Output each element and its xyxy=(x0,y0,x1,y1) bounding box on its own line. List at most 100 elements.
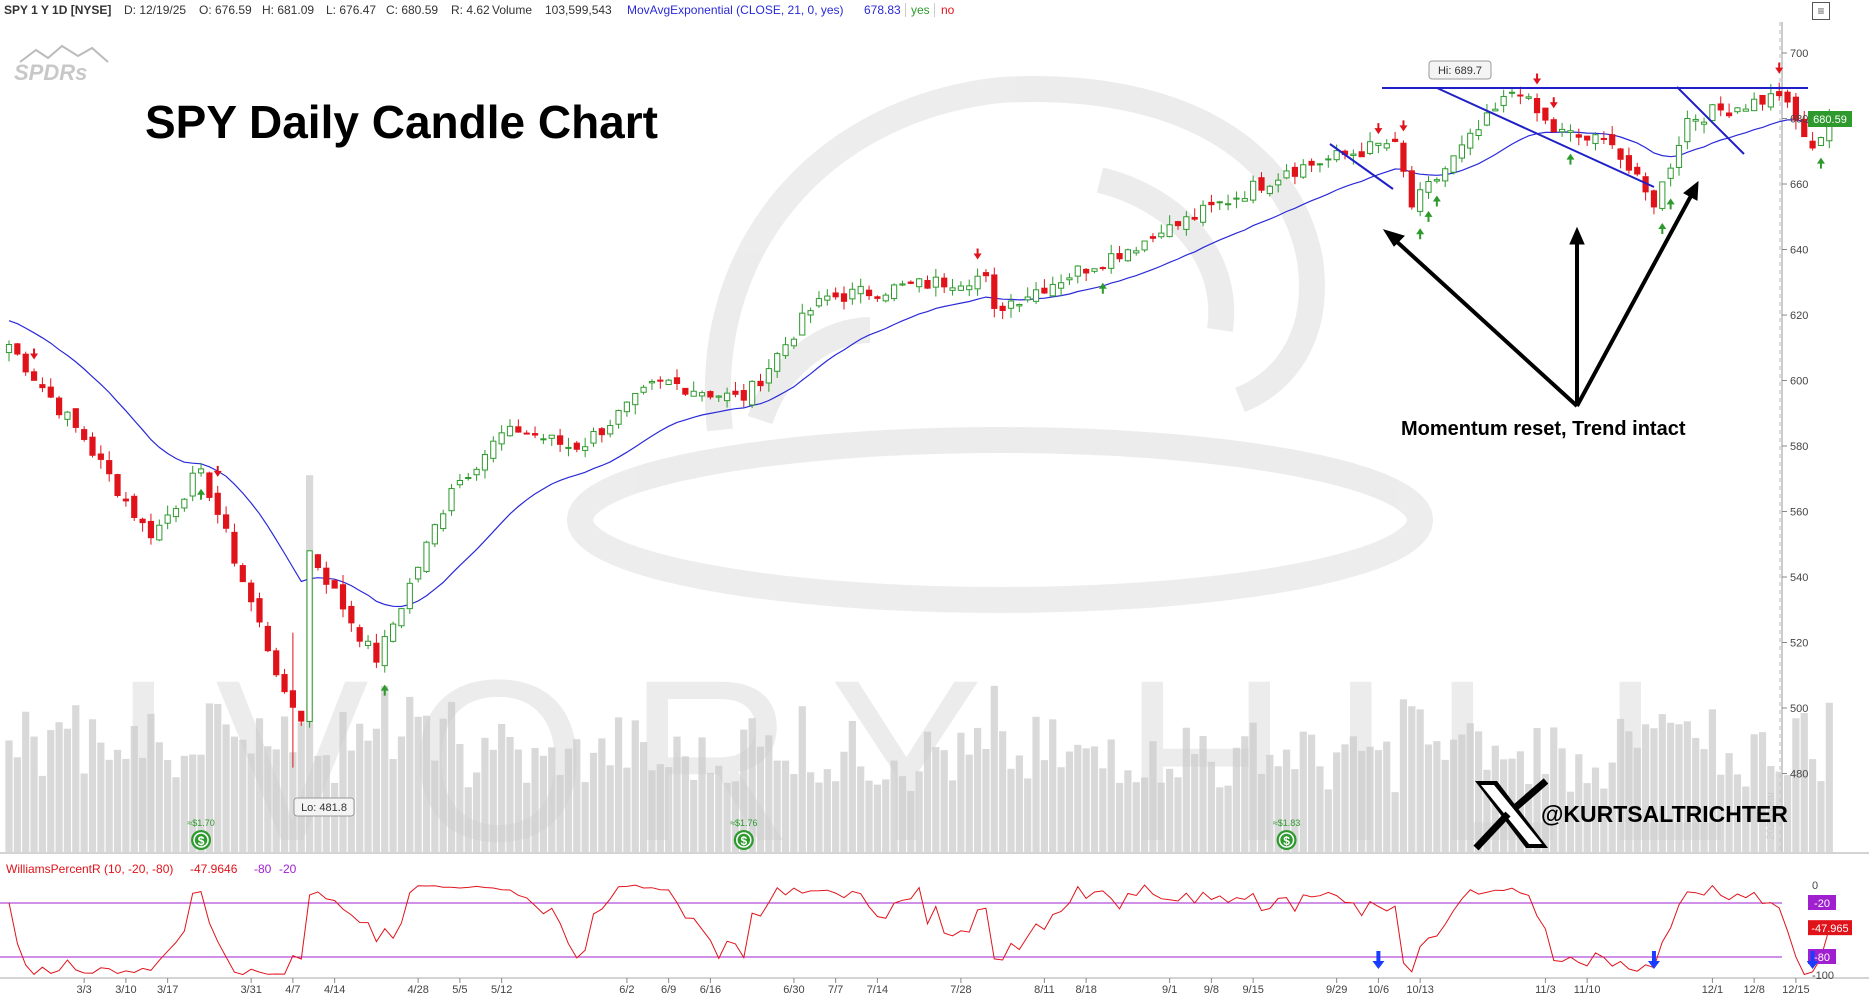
volume-bar xyxy=(840,751,848,852)
candle-body xyxy=(506,425,514,437)
candle xyxy=(14,342,21,356)
candle xyxy=(982,269,990,283)
candle xyxy=(1208,194,1215,213)
volume-bar xyxy=(698,737,706,852)
candle-body xyxy=(782,344,789,357)
volume-bar xyxy=(456,744,464,852)
volume-bar xyxy=(1742,786,1750,852)
dividend-symbol: $ xyxy=(740,834,747,848)
candle-body xyxy=(1625,155,1633,171)
candle-body xyxy=(1375,142,1382,146)
candle-body xyxy=(122,498,130,502)
volume-bar xyxy=(1065,751,1074,852)
volume-bar xyxy=(172,777,180,852)
volume-bar xyxy=(1199,735,1207,852)
candle xyxy=(824,289,831,306)
candle-body xyxy=(1617,148,1624,160)
wpr-tick-label: -100 xyxy=(1812,970,1834,982)
candle-body xyxy=(1049,283,1056,297)
candle xyxy=(999,302,1006,320)
ema-study-label[interactable]: MovAvgExponential (CLOSE, 21, 0, yes) xyxy=(627,3,844,17)
candle xyxy=(582,437,589,458)
drawing-tool-icon[interactable]: ≡ xyxy=(1812,2,1830,20)
candle-body xyxy=(339,584,347,610)
candle-body xyxy=(1300,164,1307,178)
volume-bar xyxy=(1483,769,1491,852)
candle-body xyxy=(531,433,539,436)
candle xyxy=(423,540,430,573)
candle xyxy=(598,427,605,443)
time-axis: 3/3 3/10 3/17 3/31 4/7 4/14 4/28 5/5 5/12 6/2 6/9 6… xyxy=(77,978,1810,996)
candle xyxy=(1642,172,1649,201)
candle xyxy=(1325,154,1332,168)
volume-bar xyxy=(564,748,573,852)
trendline-1[interactable] xyxy=(1329,143,1394,190)
volume-bar xyxy=(715,765,723,852)
candle xyxy=(56,395,63,419)
volume-bar xyxy=(139,757,147,852)
candle xyxy=(356,624,363,648)
candle-body xyxy=(14,343,21,355)
twitter-badge: @KURTSALTRICHTER xyxy=(1473,778,1788,851)
candle-body xyxy=(907,281,914,284)
candle xyxy=(1183,211,1190,236)
trendline-2[interactable] xyxy=(1436,87,1655,188)
candle xyxy=(732,381,739,398)
volume-bar xyxy=(1433,741,1441,852)
candle-body xyxy=(774,353,781,372)
price-tick-label: 600 xyxy=(1790,376,1808,388)
wpr-study-label[interactable]: WilliamsPercentR (10, -20, -80) xyxy=(6,862,173,876)
candle-body xyxy=(1776,91,1783,97)
candle-body xyxy=(465,477,472,480)
candle xyxy=(248,579,255,612)
dividend-icon-ring xyxy=(1278,832,1295,848)
volume-bar xyxy=(1157,782,1165,852)
candle-body xyxy=(999,305,1006,311)
candle xyxy=(1225,194,1232,211)
volume-bar xyxy=(289,752,297,852)
volume-bar xyxy=(915,771,923,852)
candle xyxy=(440,509,447,532)
candle-body xyxy=(1316,163,1324,166)
candles[interactable] xyxy=(5,82,1833,768)
candle-body xyxy=(916,278,923,288)
candle-body xyxy=(682,387,689,395)
volume-bar xyxy=(1166,768,1174,852)
candle xyxy=(782,336,789,359)
candle-body xyxy=(364,640,372,646)
volume-bar xyxy=(807,772,815,852)
price-tick-label: 560 xyxy=(1790,507,1808,519)
volume-bar xyxy=(1024,778,1032,852)
candle xyxy=(1784,89,1791,108)
volume-bar xyxy=(1032,716,1040,852)
candle xyxy=(448,484,455,516)
candle-body xyxy=(1742,108,1749,112)
volume-bar xyxy=(97,742,105,852)
volume-bar xyxy=(1291,769,1299,852)
candle-body xyxy=(1166,224,1173,238)
symbol-label[interactable]: SPY 1 Y 1D [NYSE] xyxy=(4,3,112,17)
ema-21-line xyxy=(8,119,1830,608)
candle xyxy=(1442,166,1449,187)
trendline-3[interactable] xyxy=(1676,86,1745,155)
candle xyxy=(899,280,906,287)
candle xyxy=(381,629,388,673)
volume-bar xyxy=(623,767,631,852)
candle-body xyxy=(448,488,455,512)
candle-body xyxy=(991,274,998,309)
volume-bar xyxy=(1733,774,1742,852)
volume-bar xyxy=(1558,748,1566,852)
candle xyxy=(657,376,664,389)
volume-bar xyxy=(898,776,907,852)
volume-bar xyxy=(397,736,406,852)
candle xyxy=(1166,215,1173,238)
candle-body xyxy=(289,690,296,708)
volume-bar xyxy=(681,756,689,852)
candle xyxy=(1333,144,1340,163)
volume-bar xyxy=(222,724,230,852)
volume-bar xyxy=(447,701,456,852)
candle-body xyxy=(1542,107,1549,121)
candle-body xyxy=(1567,130,1574,133)
volume-bar xyxy=(1383,741,1391,852)
